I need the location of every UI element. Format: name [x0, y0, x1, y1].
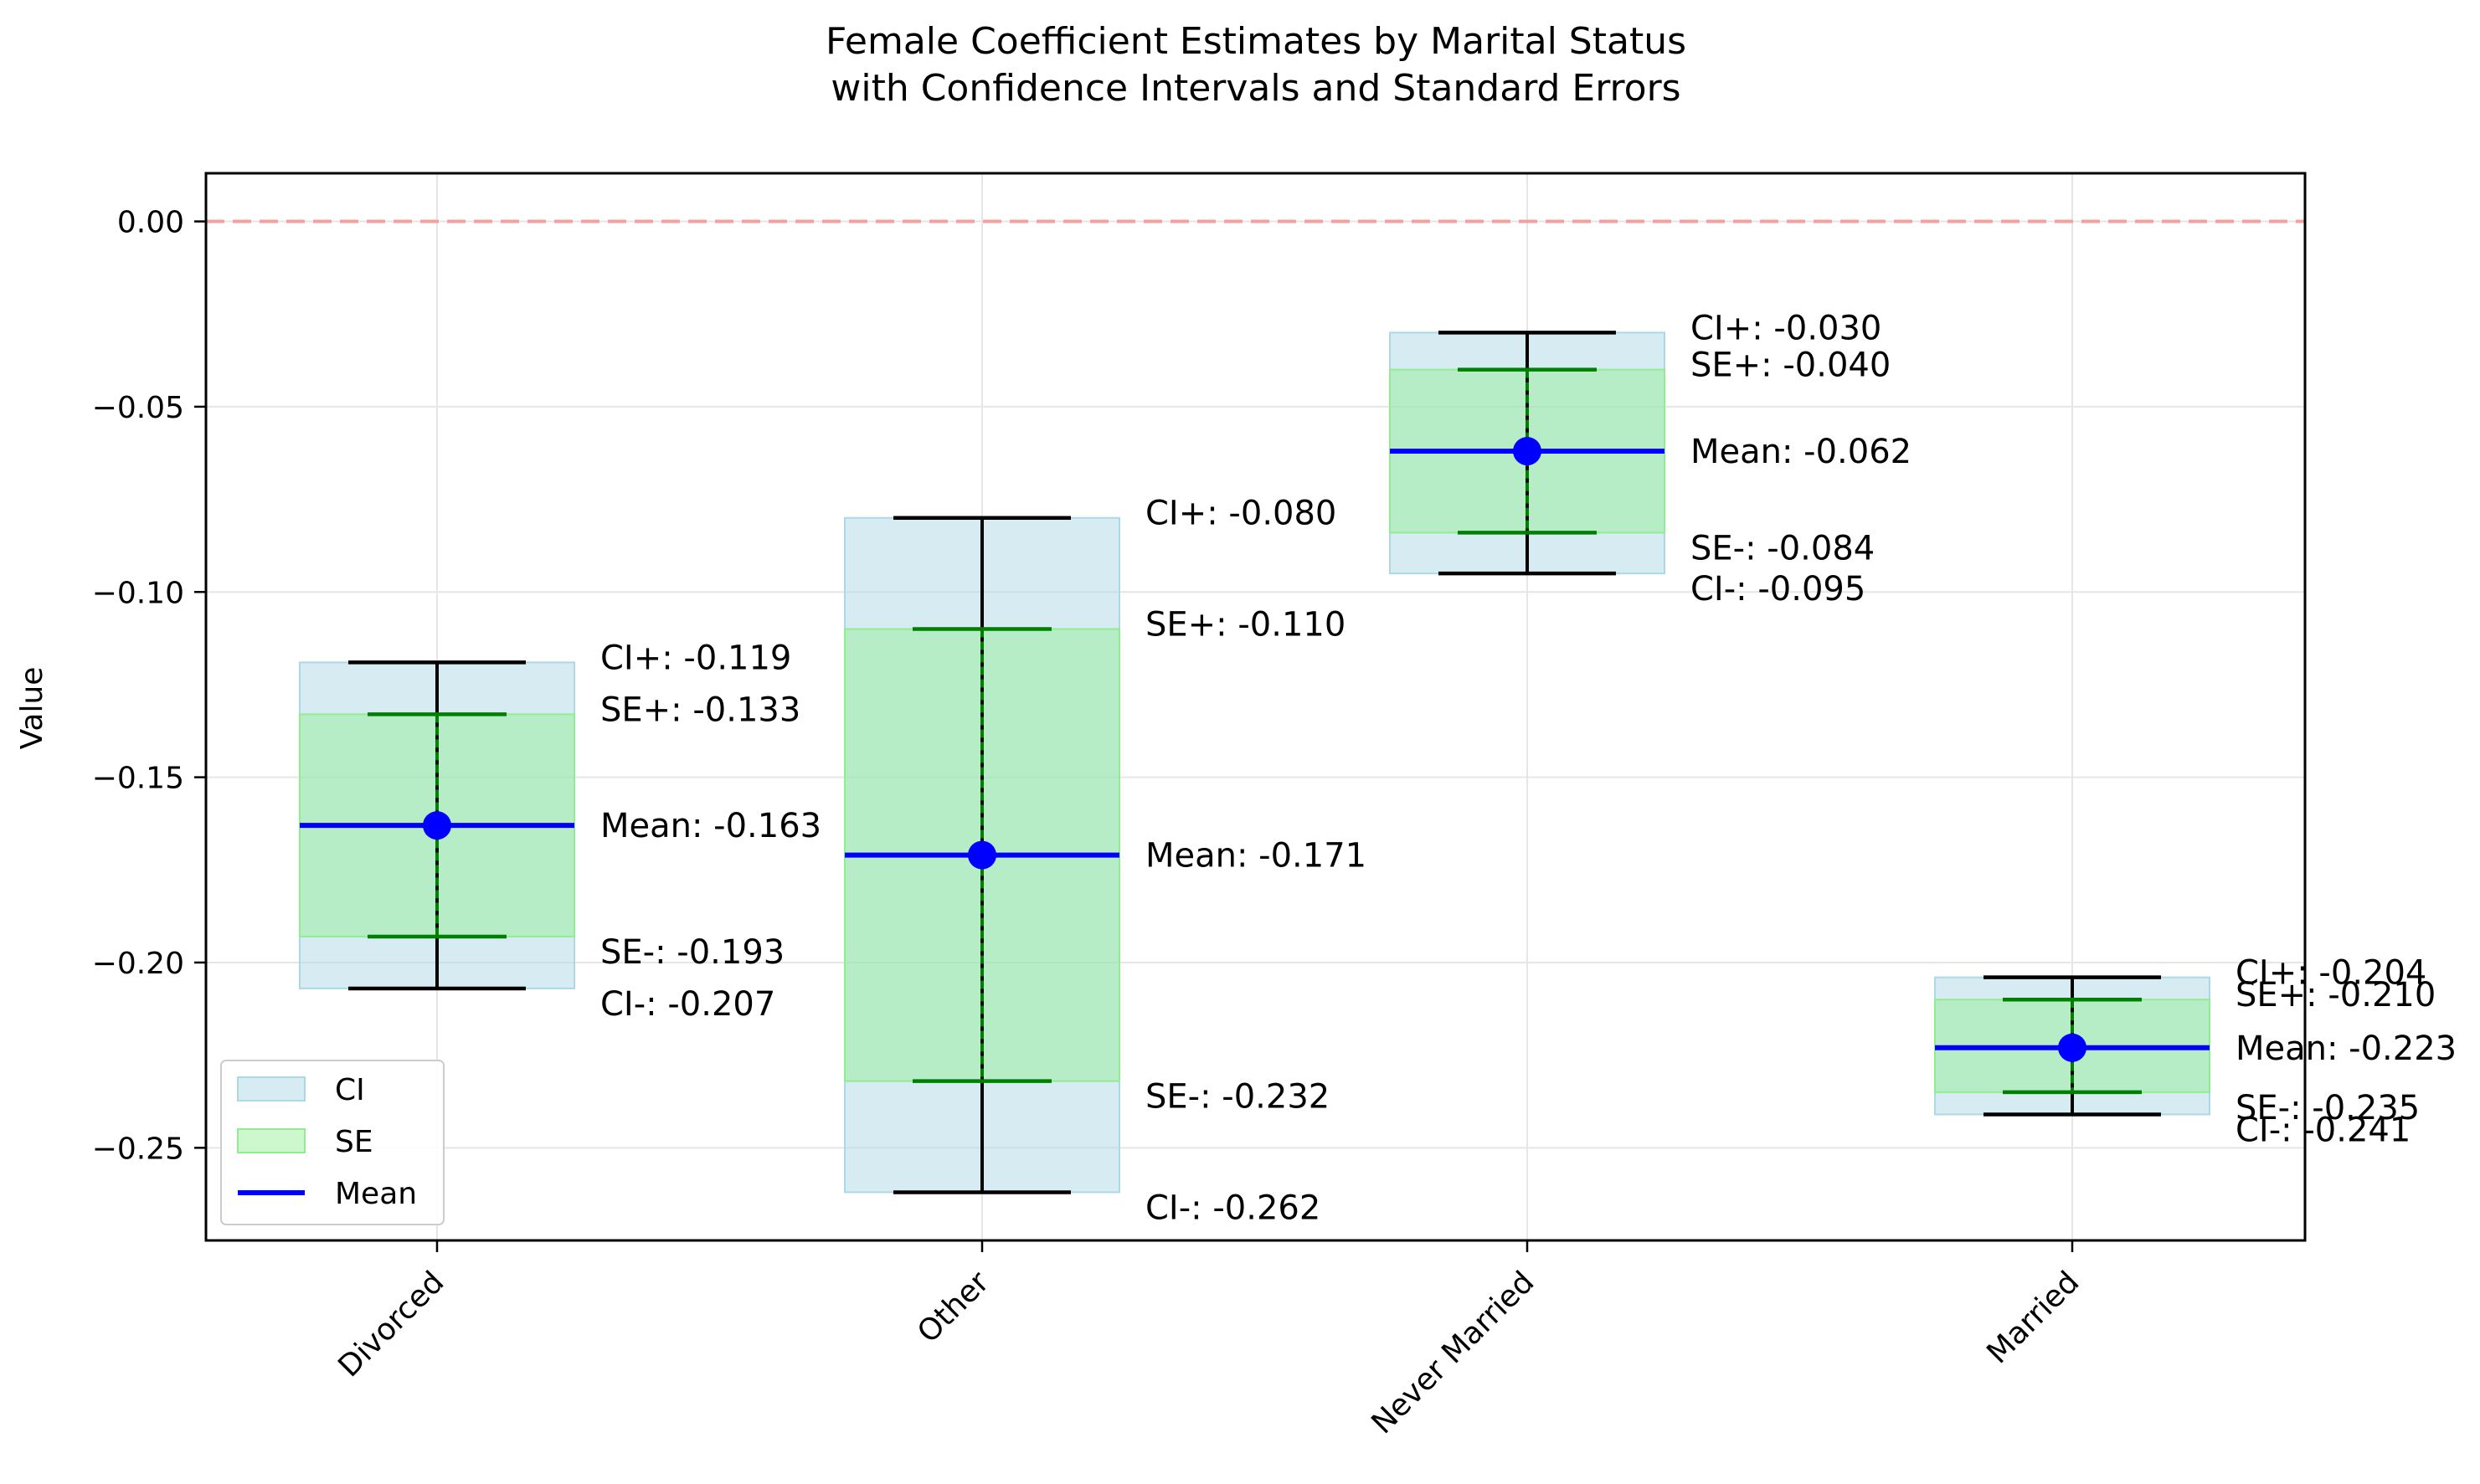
se-upper-label: SE+: -0.040 — [1690, 347, 1891, 385]
ci-upper-label: CI+: -0.030 — [1690, 309, 1881, 347]
mean-point — [423, 811, 451, 840]
ci-upper-label: CI+: -0.119 — [600, 639, 791, 677]
mean-label: Mean: -0.171 — [1145, 837, 1366, 876]
y-tick-label: −0.10 — [92, 576, 184, 610]
plot-frame — [204, 172, 2307, 1242]
ci-lower-label: CI-: -0.262 — [1145, 1189, 1320, 1227]
legend-label-se: SE — [335, 1125, 373, 1159]
mean-point — [1513, 437, 1541, 466]
mean-label: Mean: -0.062 — [1690, 433, 1911, 471]
y-tick-label: −0.05 — [92, 391, 184, 425]
y-axis-label: Value — [15, 667, 49, 750]
category-divorced: CI+: -0.119 SE+: -0.133 Mean: -0.163 SE-: -… — [299, 639, 821, 1024]
ci-lower-label: CI-: -0.095 — [1690, 570, 1865, 608]
se-upper-label: SE+: -0.110 — [1145, 606, 1345, 644]
se-lower-label: SE-: -0.084 — [1690, 529, 1875, 567]
y-tick-label: −0.15 — [92, 762, 184, 796]
se-lower-label: SE-: -0.193 — [600, 933, 785, 972]
se-lower-label: SE-: -0.235 — [2236, 1089, 2420, 1127]
chart-subtitle: with Confidence Intervals and Standard E… — [831, 67, 1680, 110]
y-tick-label: −0.25 — [92, 1132, 184, 1166]
mean-point — [2058, 1033, 2086, 1062]
mean-label: Mean: -0.163 — [600, 807, 821, 845]
legend-swatch-se — [237, 1128, 306, 1153]
mean-label: Mean: -0.223 — [2236, 1030, 2457, 1068]
category-other: CI+: -0.080 SE+: -0.110 Mean: -0.171 SE-: -… — [844, 495, 1366, 1227]
ci-upper-label: CI+: -0.204 — [2236, 954, 2426, 993]
mean-point — [968, 840, 996, 870]
plot-marks: CI+: -0.119 SE+: -0.133 Mean: -0.163 SE-: -… — [206, 219, 2457, 1227]
ci-lower-label: CI-: -0.241 — [2236, 1111, 2411, 1149]
y-tick-label: −0.20 — [92, 947, 184, 981]
se-lower-label: SE-: -0.232 — [1145, 1078, 1330, 1117]
legend-label-ci: CI — [335, 1073, 365, 1107]
se-upper-label: SE+: -0.133 — [600, 691, 800, 729]
y-tick-label: 0.00 — [117, 206, 184, 240]
legend: CI SE Mean — [220, 1060, 445, 1225]
ci-lower-label: CI-: -0.207 — [600, 985, 775, 1024]
legend-label-mean: Mean — [335, 1177, 417, 1211]
legend-swatch-ci — [237, 1076, 306, 1101]
se-upper-label: SE+: -0.210 — [2236, 976, 2436, 1014]
ci-upper-label: CI+: -0.080 — [1145, 495, 1336, 533]
chart-title: Female Coefficient Estimates by Marital … — [826, 20, 1686, 63]
